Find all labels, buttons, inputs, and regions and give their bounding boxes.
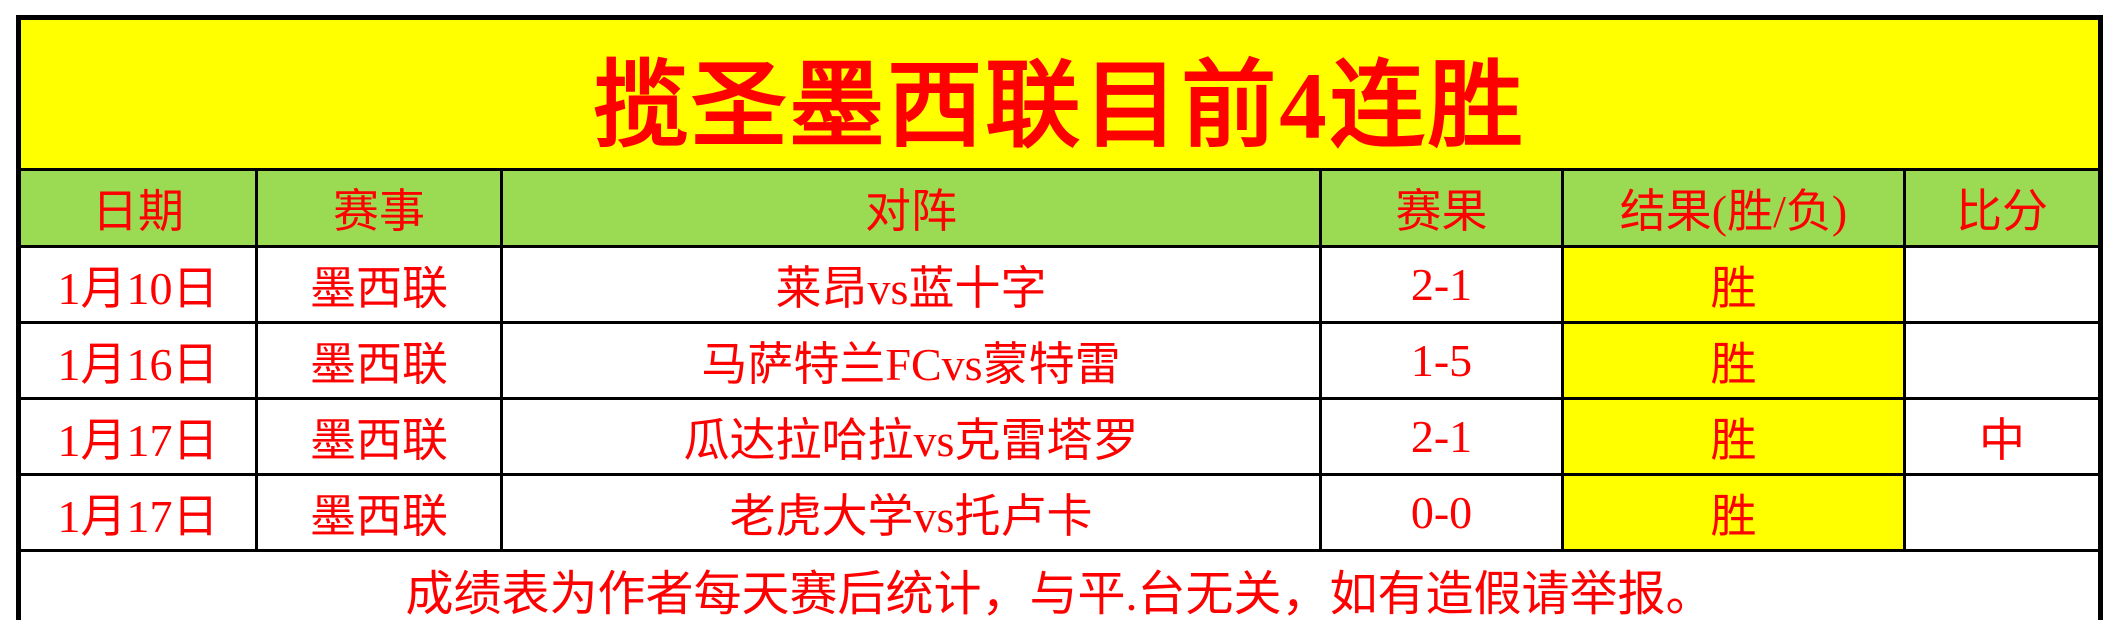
header-league: 赛事 <box>255 168 503 248</box>
bifen-cell <box>1902 473 2103 552</box>
date-cell: 1月10日 <box>17 245 258 324</box>
footer-row: 成绩表为作者每天赛后统计，与平.台无关，如有造假请举报。 <box>16 549 2103 620</box>
header-score: 赛果 <box>1319 168 1564 248</box>
score-cell: 0-0 <box>1319 473 1564 552</box>
match-cell: 瓜达拉哈拉vs克雷塔罗 <box>500 397 1322 476</box>
result-cell: 胜 <box>1561 473 1906 552</box>
match-cell: 莱昂vs蓝十字 <box>500 245 1322 324</box>
match-cell: 老虎大学vs托卢卡 <box>500 473 1322 552</box>
league-cell: 墨西联 <box>255 473 503 552</box>
result-cell: 胜 <box>1561 321 1906 400</box>
header-match: 对阵 <box>500 168 1322 248</box>
banner-row: 揽圣墨西联目前4连胜 <box>16 16 2103 171</box>
score-cell: 1-5 <box>1319 321 1564 400</box>
bifen-cell: 中 <box>1902 397 2103 476</box>
match-cell: 马萨特兰FCvs蒙特雷 <box>500 321 1322 400</box>
disclaimer-text: 成绩表为作者每天赛后统计，与平.台无关，如有造假请举报。 <box>16 549 2103 620</box>
table-row: 1月16日 墨西联 马萨特兰FCvs蒙特雷 1-5 胜 <box>17 321 2103 400</box>
date-cell: 1月17日 <box>17 397 258 476</box>
results-table: 揽圣墨西联目前4连胜 日期 赛事 对阵 赛果 结果(胜/负) 比分 1月10日 … <box>16 15 2104 620</box>
table-row: 1月17日 墨西联 瓜达拉哈拉vs克雷塔罗 2-1 胜 中 <box>17 397 2103 476</box>
score-cell: 2-1 <box>1319 245 1564 324</box>
score-cell: 2-1 <box>1319 397 1564 476</box>
header-result: 结果(胜/负) <box>1561 168 1906 248</box>
league-cell: 墨西联 <box>255 397 503 476</box>
result-cell: 胜 <box>1561 397 1906 476</box>
league-cell: 墨西联 <box>255 245 503 324</box>
table-row: 1月10日 墨西联 莱昂vs蓝十字 2-1 胜 <box>17 245 2103 324</box>
table-header-row: 日期 赛事 对阵 赛果 结果(胜/负) 比分 <box>17 168 2103 248</box>
bifen-cell <box>1902 245 2103 324</box>
header-date: 日期 <box>17 168 258 248</box>
bifen-cell <box>1902 321 2103 400</box>
league-cell: 墨西联 <box>255 321 503 400</box>
header-bifen: 比分 <box>1902 168 2103 248</box>
page-title: 揽圣墨西联目前4连胜 <box>16 16 2103 171</box>
result-cell: 胜 <box>1561 245 1906 324</box>
table-row: 1月17日 墨西联 老虎大学vs托卢卡 0-0 胜 <box>17 473 2103 552</box>
date-cell: 1月16日 <box>17 321 258 400</box>
date-cell: 1月17日 <box>17 473 258 552</box>
